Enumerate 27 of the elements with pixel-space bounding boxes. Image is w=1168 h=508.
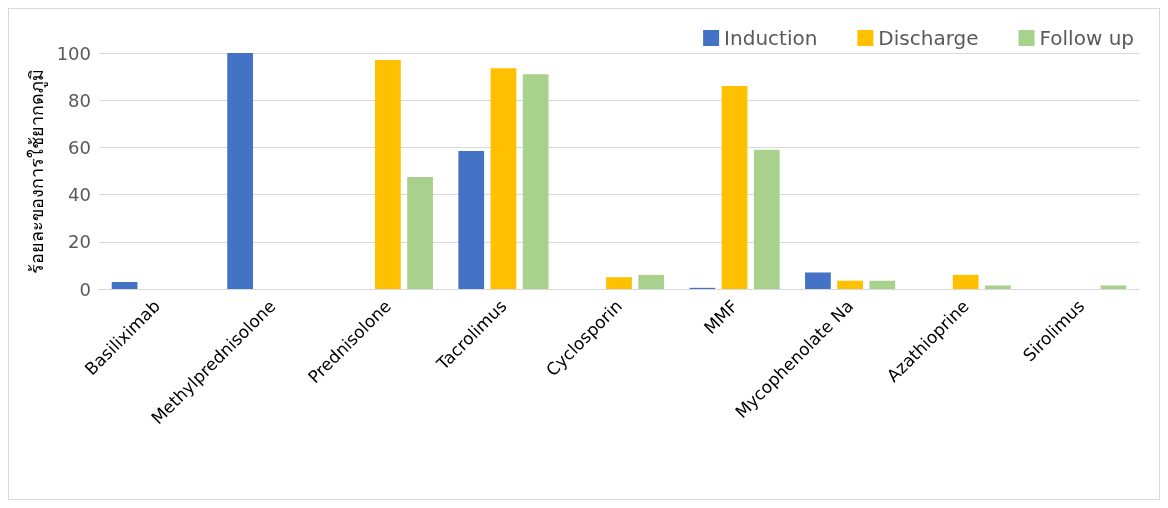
bar [753, 149, 780, 289]
bar [805, 272, 831, 289]
legend-label: Follow up [1039, 26, 1135, 50]
y-tick-label: 40 [68, 184, 91, 206]
legend-label: Discharge [878, 26, 979, 50]
y-tick-label: 0 [79, 278, 91, 300]
bar [227, 53, 254, 289]
bar [458, 150, 485, 289]
bar [837, 280, 863, 289]
bar [638, 274, 665, 289]
bar [375, 60, 401, 289]
bar [952, 274, 979, 289]
bar [490, 68, 517, 289]
y-axis-title: ร้อยละของการใช้ยากดภูมิ [26, 68, 49, 274]
bar [522, 74, 549, 289]
bar [721, 86, 748, 289]
bar [111, 281, 138, 289]
y-tick-label: 80 [68, 89, 91, 111]
bar [1100, 285, 1127, 289]
y-tick-label: 20 [68, 231, 91, 253]
bar [984, 285, 1011, 289]
y-tick-label: 100 [56, 42, 91, 64]
bar [407, 176, 433, 289]
y-tick-label: 60 [68, 136, 91, 158]
bar [606, 277, 632, 289]
legend-label: Induction [724, 26, 818, 50]
bar [869, 280, 896, 289]
